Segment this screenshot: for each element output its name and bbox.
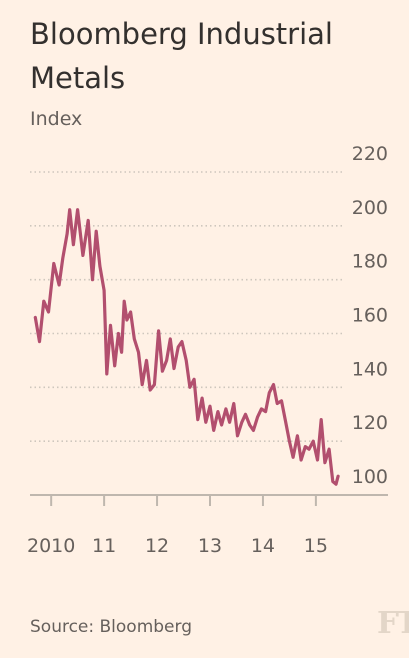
y-tick-label: 140	[352, 358, 388, 380]
y-tick-label: 180	[352, 251, 388, 273]
x-tick-label: 11	[92, 535, 116, 557]
source-note: Source: Bloomberg	[30, 617, 192, 637]
chart-title: Bloomberg Industrial Metals	[30, 17, 333, 95]
series-line	[33, 208, 340, 486]
x-tick-label: 2010	[27, 535, 75, 557]
y-tick-label: 100	[352, 466, 388, 488]
y-tick-label: 160	[352, 305, 388, 327]
y-tick-label: 200	[352, 197, 388, 219]
x-tick-label: 14	[251, 535, 275, 557]
x-tick-label: 15	[304, 535, 328, 557]
x-tick-label: 12	[145, 535, 169, 557]
ft-logo: FT	[377, 606, 409, 641]
y-tick-label: 220	[352, 143, 388, 165]
x-tick-label: 13	[198, 535, 222, 557]
y-tick-label: 120	[352, 412, 388, 434]
chart-subtitle: Index	[30, 108, 83, 130]
